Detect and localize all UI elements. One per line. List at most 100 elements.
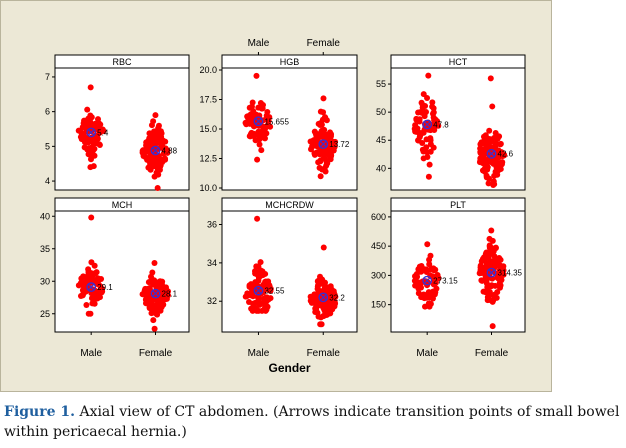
mean-label: 47.8: [433, 121, 449, 130]
data-point: [317, 173, 324, 180]
data-point: [326, 148, 333, 155]
data-point: [144, 147, 151, 154]
data-point: [484, 157, 491, 164]
data-point: [497, 140, 504, 147]
data-point: [309, 143, 316, 150]
data-point: [81, 279, 88, 286]
data-point: [143, 295, 150, 302]
data-point: [426, 161, 433, 168]
data-point: [307, 293, 314, 300]
mean-label: 15.655: [264, 117, 289, 126]
x-tick-label: Male: [80, 348, 102, 359]
y-tick-label: 20.0: [199, 65, 217, 75]
caption-text: Axial view of CT abdomen. (Arrows indica…: [4, 404, 620, 440]
data-point: [500, 267, 507, 274]
data-point: [484, 284, 491, 291]
data-point: [487, 137, 494, 144]
mean-label: 28.1: [162, 290, 178, 299]
data-point: [331, 291, 338, 298]
panel-plt: PLT 150 300 450 600 273.15 314.35: [371, 197, 526, 333]
data-point: [489, 298, 496, 305]
data-point: [430, 265, 437, 272]
data-point: [80, 273, 87, 280]
data-point: [245, 113, 252, 120]
mean-marker-cross: [87, 283, 95, 291]
panel-title: PLT: [450, 200, 466, 210]
data-point: [146, 130, 153, 137]
series-female: 32.2: [307, 244, 345, 328]
panel-frame: [221, 54, 358, 191]
data-point: [154, 185, 161, 191]
data-point: [95, 281, 102, 288]
data-point: [425, 173, 432, 180]
x-tick-label-top: Male: [248, 38, 270, 49]
data-point: [152, 112, 159, 119]
data-point: [434, 271, 441, 278]
data-point: [431, 291, 438, 298]
data-point: [317, 120, 324, 127]
panel-mch: MCH 25 30 35 40 29.1 28.1: [40, 197, 190, 333]
data-point: [256, 136, 263, 143]
series-male: 15.655: [242, 72, 289, 163]
panel-title: MCH: [112, 200, 133, 210]
data-point: [89, 150, 96, 157]
mean-marker: [318, 139, 329, 150]
data-point: [254, 156, 261, 163]
data-point: [489, 258, 496, 265]
series-male: 5.4: [75, 84, 109, 171]
mean-marker: [150, 145, 161, 156]
series-male: 29.1: [75, 214, 113, 317]
data-point: [430, 105, 437, 112]
data-point: [420, 148, 427, 155]
mean-marker-cross: [255, 117, 262, 125]
data-point: [321, 306, 328, 313]
data-point: [491, 172, 498, 179]
data-point: [94, 135, 101, 142]
data-point: [319, 127, 326, 134]
data-point: [416, 118, 423, 125]
panel-strip: [221, 197, 358, 212]
data-point: [424, 154, 431, 161]
data-point: [88, 214, 95, 221]
data-point: [85, 266, 92, 273]
y-tick-label: 7: [45, 72, 50, 82]
data-point: [88, 259, 95, 266]
data-point: [151, 260, 158, 267]
panel-hct: HCT 40 45 50 55 47.8 42.6: [376, 54, 526, 211]
data-point: [148, 122, 155, 129]
mean-marker: [150, 288, 161, 299]
data-point: [498, 161, 505, 168]
data-point: [94, 275, 101, 282]
data-point: [89, 300, 96, 307]
data-point: [490, 182, 497, 189]
data-point: [95, 290, 102, 297]
y-tick-label: 10.0: [199, 183, 217, 193]
data-point: [258, 105, 265, 112]
figure-caption: Figure 1. Axial view of CT abdomen. (Arr…: [4, 402, 624, 442]
series-female: 314.35: [476, 227, 523, 330]
data-point: [415, 285, 422, 292]
data-point: [83, 301, 90, 308]
data-point: [431, 276, 438, 283]
mean-label: 32.2: [329, 293, 345, 302]
data-point: [148, 157, 155, 164]
data-point: [87, 112, 94, 119]
mean-label: 32.55: [264, 287, 285, 296]
mean-marker: [253, 116, 264, 127]
data-point: [154, 156, 161, 163]
data-point: [261, 135, 268, 142]
individual-value-plot: RBC45675.44.88HGB10.012.515.017.520.015.…: [40, 38, 526, 375]
mean-label: 314.35: [498, 269, 523, 278]
panel-frame: [221, 197, 358, 333]
data-point: [423, 136, 430, 143]
data-point: [426, 294, 433, 301]
mean-label: 42.6: [498, 150, 514, 159]
mean-label: 13.72: [329, 140, 350, 149]
data-point: [253, 72, 260, 79]
panel-title: RBC: [112, 57, 132, 67]
y-tick-label: 40: [376, 163, 386, 173]
data-point: [84, 146, 91, 153]
data-point: [150, 317, 157, 324]
data-point: [489, 323, 496, 330]
mean-marker-cross: [87, 129, 95, 136]
